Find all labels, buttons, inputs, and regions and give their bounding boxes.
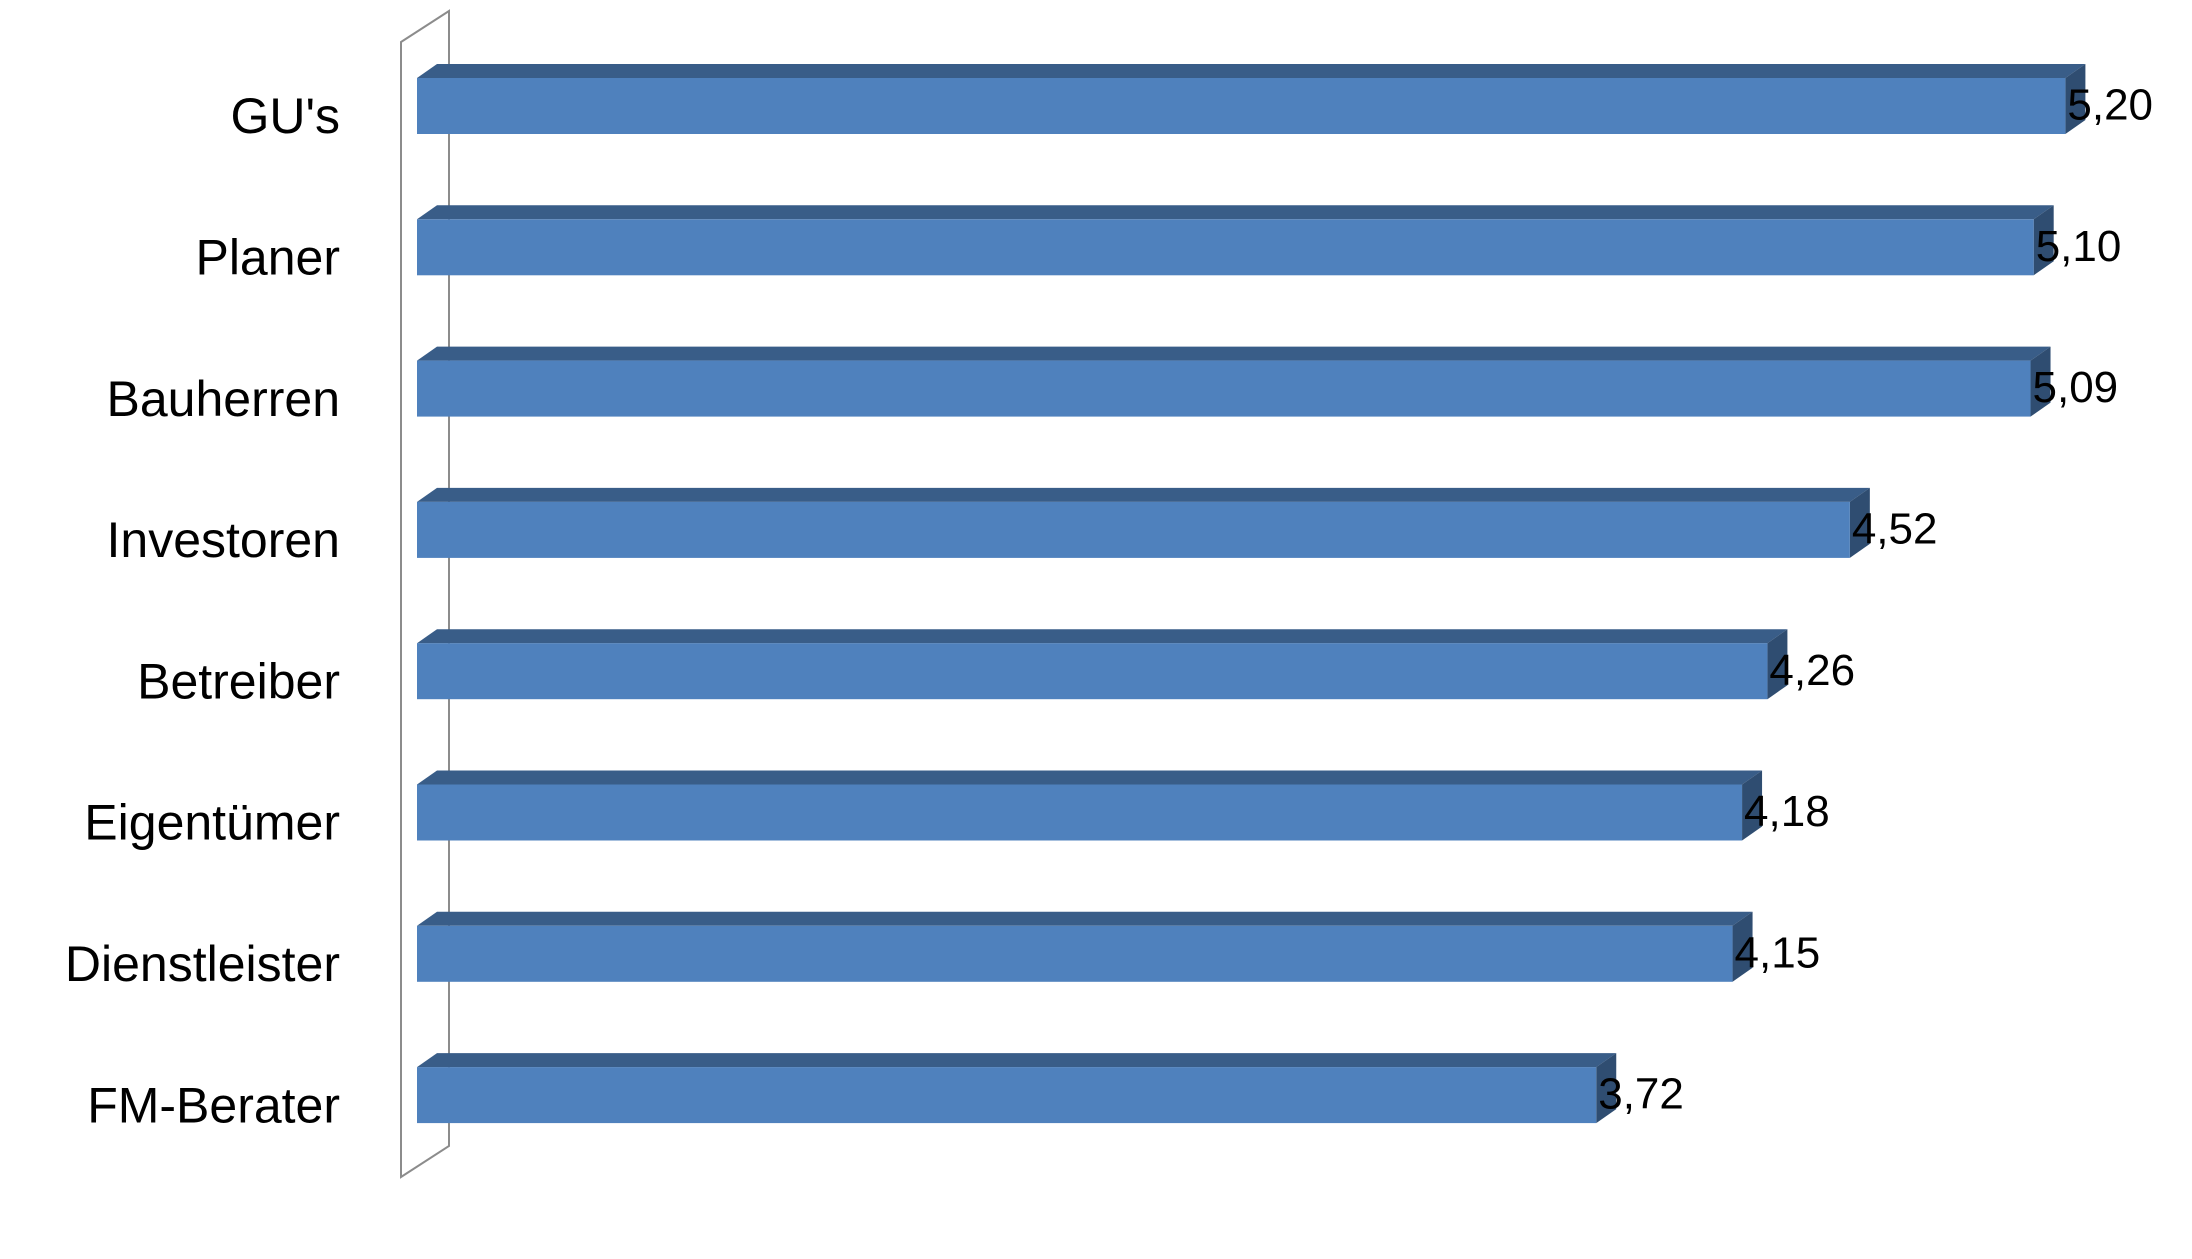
bar-side [1596,1053,1617,1124]
bar-side [2033,205,2054,276]
category-label: GU's [230,88,340,144]
bar-top [417,911,1753,926]
value-label: 4,15 [1735,928,1821,977]
category-label: Planer [195,230,340,286]
bar-top [417,1053,1617,1068]
value-label: 4,26 [1769,646,1855,695]
value-label: 3,72 [1598,1070,1684,1119]
bar [417,784,1743,841]
bar-top [417,205,2054,220]
bar-top [417,346,2051,361]
bar [417,643,1768,700]
bar-top [417,770,1763,785]
bar-top [417,487,1870,502]
bar [417,501,1850,558]
value-label: 5,20 [2067,81,2153,130]
bar [417,925,1733,982]
value-label: 5,09 [2033,363,2119,412]
bar-side [2030,346,2051,417]
bar-side [1732,911,1753,982]
bar-top [417,64,2086,78]
bar-side [2065,64,2086,134]
bar-side [1742,770,1763,841]
bar [417,219,2034,276]
bar-side [1849,487,1870,558]
bar [417,78,2066,134]
bar [417,360,2031,417]
category-label: Betreiber [137,653,340,709]
category-label: Investoren [107,512,340,568]
value-label: 4,52 [1852,505,1938,554]
value-label: 5,10 [2036,222,2122,271]
value-label: 4,18 [1744,787,1830,836]
category-label: Eigentümer [84,795,340,851]
bar-side [1767,629,1788,700]
category-label: Bauherren [107,371,341,427]
bar [417,1067,1597,1124]
category-label: Dienstleister [65,936,340,992]
back-wall [400,9,450,1179]
category-label: FM-Berater [87,1077,340,1133]
bar-top [417,629,1788,644]
